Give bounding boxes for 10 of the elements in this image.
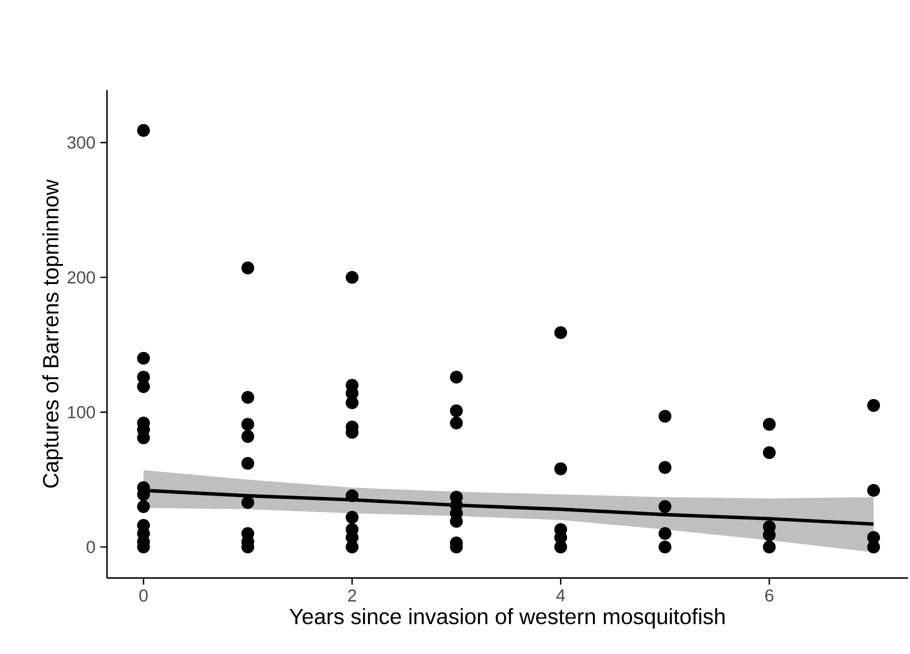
x-tick-label: 2 [348, 589, 356, 602]
y-axis-title: Captures of Barrens topminnow [42, 179, 63, 488]
x-tick-label: 6 [765, 589, 774, 602]
y-tick-label: 300 [67, 136, 95, 149]
x-tick-label: 0 [139, 589, 148, 602]
x-tick-label: 4 [556, 589, 566, 602]
y-tick-label: 100 [68, 406, 95, 418]
y-tick-label: 200 [68, 271, 95, 284]
y-tick-label: 0 [86, 540, 95, 554]
x-axis-title: Years since invasion of western mosquitofish [290, 608, 724, 629]
